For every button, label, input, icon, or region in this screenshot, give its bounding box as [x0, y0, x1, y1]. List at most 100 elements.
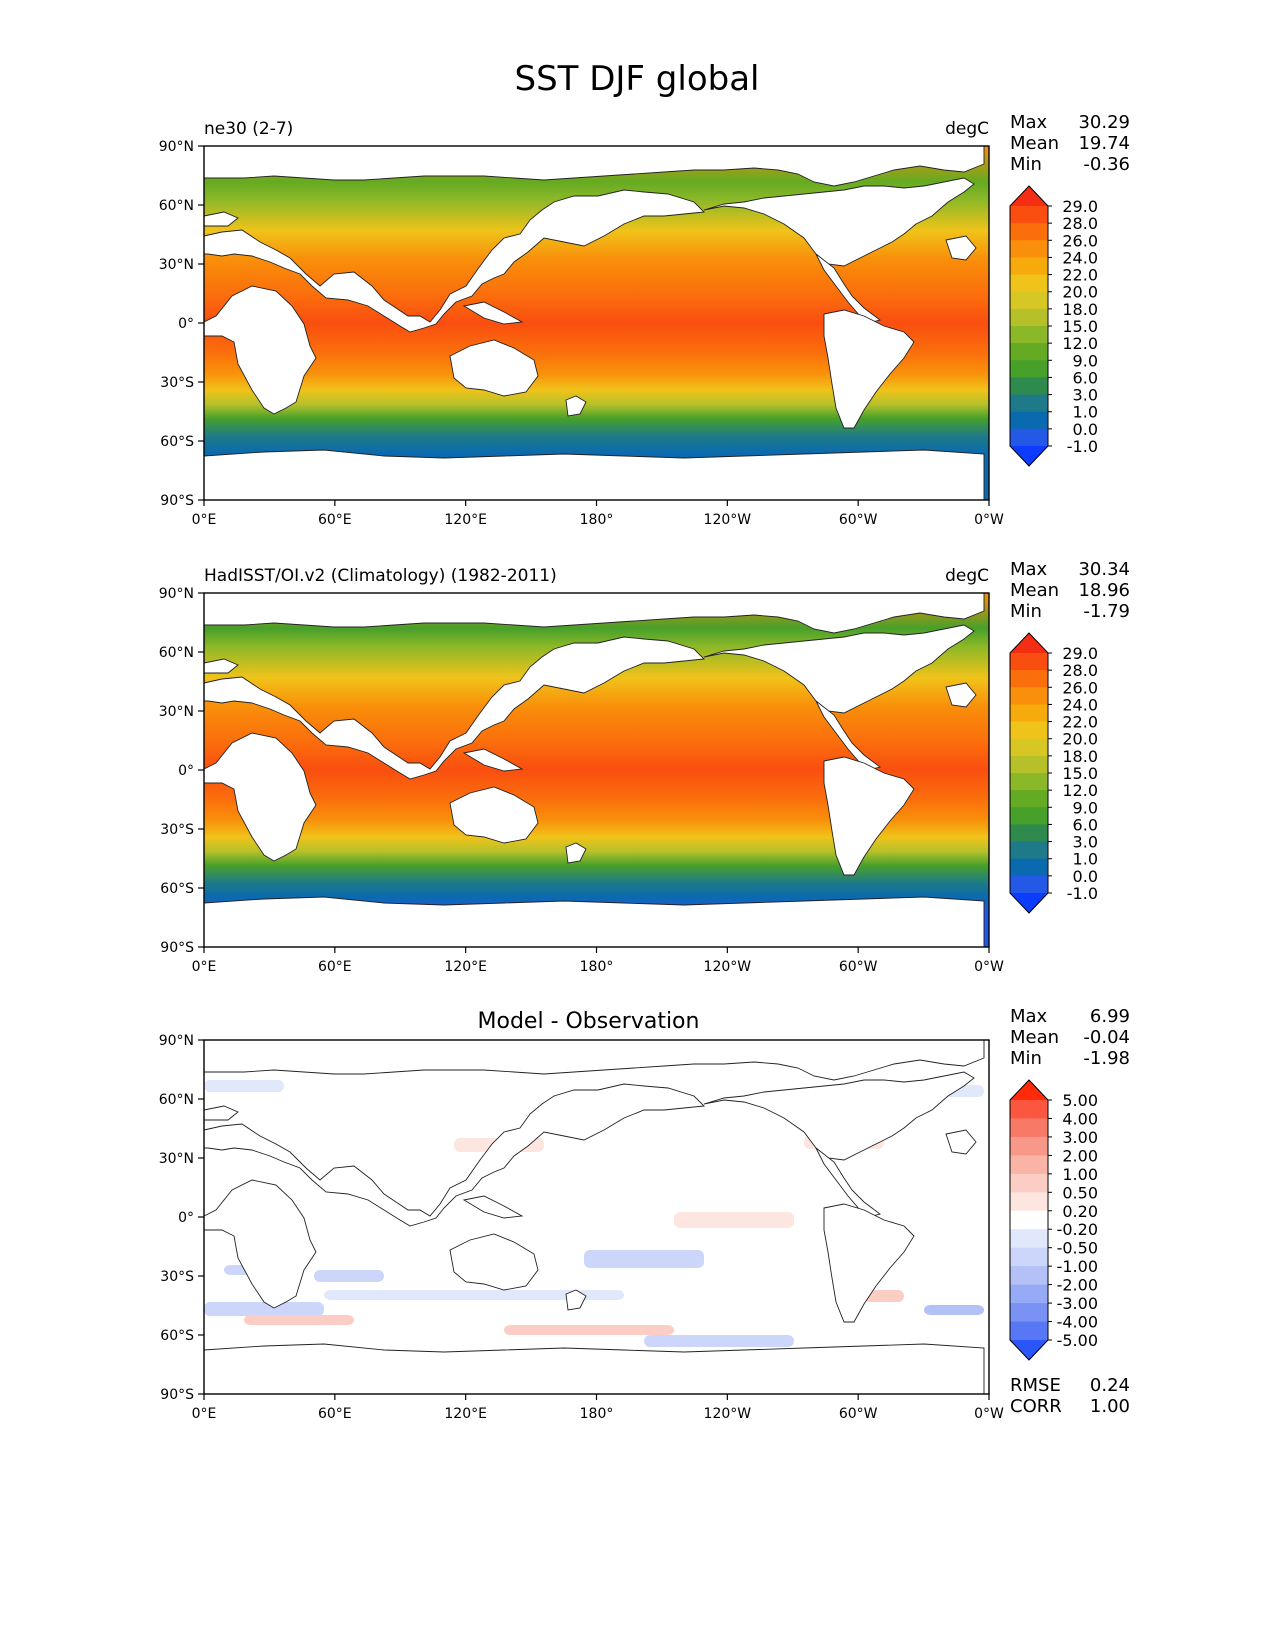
colorbar-label: -4.00	[1057, 1313, 1098, 1332]
colorbar-segment	[1010, 1100, 1048, 1120]
stat-label-min: Min	[1010, 1048, 1042, 1069]
stat-label-max: Max	[1010, 1006, 1048, 1027]
colorbar-segment	[1010, 326, 1048, 344]
colorbar-label: 1.00	[1062, 1165, 1098, 1184]
lat-tick-label: 90°N	[159, 139, 194, 155]
colorbar-segment	[1010, 721, 1048, 740]
panel-left-title: HadISST/OI.v2 (Climatology) (1982-2011)	[204, 566, 557, 586]
colorbar-extend-min	[1010, 446, 1048, 466]
lon-tick-label: 0°W	[974, 1406, 1004, 1422]
lon-tick-label: 0°W	[974, 959, 1004, 975]
lat-tick-label: 30°S	[160, 822, 194, 838]
lat-tick-label: 30°S	[160, 1269, 194, 1285]
colorbar-extend-min	[1010, 1340, 1048, 1360]
lon-tick-label: 60°E	[318, 1406, 352, 1422]
anomaly-patch	[504, 1325, 674, 1335]
stat-label-rmse: RMSE	[1010, 1375, 1061, 1396]
lat-tick-label: 30°S	[160, 375, 194, 391]
stat-label-min: Min	[1010, 601, 1042, 622]
anomaly-patch	[204, 1302, 324, 1316]
colorbar-label: -3.00	[1057, 1294, 1098, 1313]
colorbar-label: 24.0	[1062, 248, 1098, 267]
colorbar-label: 1.0	[1073, 403, 1098, 422]
colorbar-segment	[1010, 291, 1048, 310]
colorbar-label: 6.0	[1073, 815, 1098, 834]
colorbar-segment	[1010, 1247, 1048, 1267]
stat-value-min: -1.79	[1083, 601, 1130, 622]
lat-tick-label: 30°N	[159, 1151, 194, 1167]
panel-center-title: Model - Observation	[478, 1009, 700, 1034]
stat-value-min: -1.98	[1083, 1048, 1130, 1069]
colorbar-label: 6.0	[1073, 368, 1098, 387]
colorbar-segment	[1010, 377, 1048, 396]
stat-value-max: 30.29	[1078, 112, 1130, 133]
lat-tick-label: 0°	[178, 763, 194, 779]
colorbar-label: 1.0	[1073, 850, 1098, 869]
colorbar: 29.028.026.024.022.020.018.015.012.09.06…	[1009, 632, 1098, 914]
colorbar-segment	[1010, 1321, 1048, 1341]
panel-units: degC	[945, 566, 989, 586]
lat-tick-label: 30°N	[159, 704, 194, 720]
colorbar-segment	[1010, 240, 1048, 259]
colorbar-segment	[1010, 653, 1048, 671]
lat-tick-label: 90°S	[160, 940, 194, 956]
anomaly-patch	[924, 1305, 984, 1315]
lat-tick-label: 0°	[178, 1210, 194, 1226]
colorbar-label: -1.0	[1067, 884, 1098, 903]
colorbar-label: 4.00	[1062, 1109, 1098, 1128]
colorbar-label: 0.0	[1073, 420, 1098, 439]
stat-value-mean: 18.96	[1078, 580, 1130, 601]
lon-tick-label: 60°W	[839, 512, 878, 528]
colorbar-segment	[1010, 257, 1048, 276]
lon-tick-label: 0°E	[192, 512, 217, 528]
colorbar-label: 0.0	[1073, 867, 1098, 886]
stat-label-max: Max	[1010, 559, 1048, 580]
colorbar-segment	[1010, 738, 1048, 757]
map-area	[203, 145, 990, 501]
stat-value-max: 6.99	[1090, 1006, 1130, 1027]
colorbar-segment	[1010, 858, 1048, 877]
panel-diff: Model - Observation 90°N 60°N 30°N 0° 30°S 60°…	[159, 1006, 1130, 1422]
map-area	[203, 1039, 990, 1395]
map-area	[203, 592, 990, 948]
colorbar-segment	[1010, 687, 1048, 706]
colorbar-label: -5.00	[1057, 1331, 1098, 1350]
lon-tick-label: 180°	[580, 959, 614, 975]
colorbar-extend-max	[1010, 1080, 1048, 1100]
colorbar-label: 2.00	[1062, 1146, 1098, 1165]
colorbar-label: 29.0	[1062, 644, 1098, 663]
colorbar-segment	[1010, 1136, 1048, 1156]
colorbar-label: 26.0	[1062, 231, 1098, 250]
colorbar-label: 15.0	[1062, 764, 1098, 783]
lat-tick-label: 90°N	[159, 586, 194, 602]
stat-value-mean: 19.74	[1078, 133, 1130, 154]
colorbar-label: 28.0	[1062, 661, 1098, 680]
colorbar-segment	[1010, 824, 1048, 843]
colorbar-extend-min	[1010, 893, 1048, 913]
colorbar-segment	[1010, 1229, 1048, 1249]
stat-label-corr: CORR	[1010, 1396, 1062, 1417]
colorbar-label: 18.0	[1062, 747, 1098, 766]
panel-units: degC	[945, 119, 989, 139]
anomaly-patch	[644, 1335, 794, 1347]
colorbar-label: 20.0	[1062, 730, 1098, 749]
stat-value-max: 30.34	[1078, 559, 1130, 580]
colorbar-label: -0.20	[1057, 1220, 1098, 1239]
colorbar-label: 3.0	[1073, 833, 1098, 852]
colorbar-segment	[1010, 360, 1048, 379]
colorbar-segment	[1010, 206, 1048, 224]
colorbar-label: 24.0	[1062, 695, 1098, 714]
stat-label-min: Min	[1010, 154, 1042, 175]
panel-left-title: ne30 (2-7)	[204, 119, 293, 139]
colorbar-segment	[1010, 755, 1048, 774]
stat-label-mean: Mean	[1010, 1027, 1059, 1048]
colorbar-label: 18.0	[1062, 300, 1098, 319]
lon-tick-label: 120°W	[704, 959, 752, 975]
anomaly-patch	[674, 1212, 794, 1228]
colorbar-segment	[1010, 807, 1048, 826]
panels: ne30 (2-7) degC 90°N 60°N 30°N 0° 30°S 60°S 90°S…	[159, 112, 1130, 1422]
colorbar-segment	[1010, 343, 1048, 361]
lat-tick-label: 60°S	[160, 434, 194, 450]
colorbar-segment	[1010, 394, 1048, 413]
anomaly-patch	[314, 1270, 384, 1282]
